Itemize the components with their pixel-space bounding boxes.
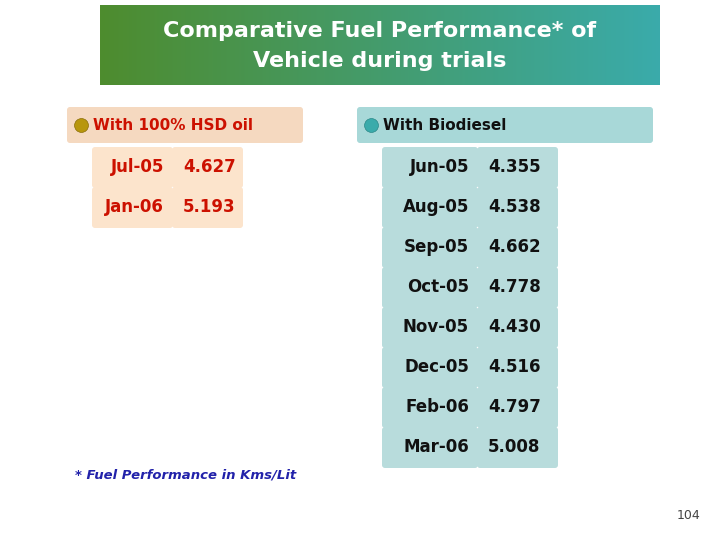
FancyBboxPatch shape xyxy=(357,107,653,143)
Text: Nov-05: Nov-05 xyxy=(403,319,469,336)
Text: Jul-05: Jul-05 xyxy=(111,159,164,177)
Text: With Biodiesel: With Biodiesel xyxy=(383,118,506,132)
Text: * Fuel Performance in Kms/Lit: * Fuel Performance in Kms/Lit xyxy=(75,469,296,482)
FancyBboxPatch shape xyxy=(382,307,478,348)
FancyBboxPatch shape xyxy=(172,187,243,228)
Text: Vehicle during trials: Vehicle during trials xyxy=(253,51,507,71)
Text: Mar-06: Mar-06 xyxy=(403,438,469,456)
Text: 5.193: 5.193 xyxy=(183,199,235,217)
FancyBboxPatch shape xyxy=(477,147,558,188)
Text: Sep-05: Sep-05 xyxy=(404,239,469,256)
Text: Feb-06: Feb-06 xyxy=(405,399,469,416)
FancyBboxPatch shape xyxy=(172,147,243,188)
Text: 5.008: 5.008 xyxy=(488,438,541,456)
Text: Dec-05: Dec-05 xyxy=(404,359,469,376)
Text: 4.355: 4.355 xyxy=(488,159,541,177)
Text: 104: 104 xyxy=(676,509,700,522)
FancyBboxPatch shape xyxy=(382,387,478,428)
FancyBboxPatch shape xyxy=(477,227,558,268)
FancyBboxPatch shape xyxy=(92,147,173,188)
Text: 4.516: 4.516 xyxy=(488,359,541,376)
Text: 4.778: 4.778 xyxy=(488,279,541,296)
FancyBboxPatch shape xyxy=(67,107,303,143)
Text: 4.662: 4.662 xyxy=(488,239,541,256)
FancyBboxPatch shape xyxy=(382,227,478,268)
FancyBboxPatch shape xyxy=(382,267,478,308)
Text: Oct-05: Oct-05 xyxy=(407,279,469,296)
Text: Jan-06: Jan-06 xyxy=(105,199,164,217)
Text: 4.627: 4.627 xyxy=(183,159,235,177)
FancyBboxPatch shape xyxy=(92,187,173,228)
FancyBboxPatch shape xyxy=(477,387,558,428)
Text: Jun-05: Jun-05 xyxy=(410,159,469,177)
FancyBboxPatch shape xyxy=(477,347,558,388)
Text: Comparative Fuel Performance* of: Comparative Fuel Performance* of xyxy=(163,22,597,42)
Text: Aug-05: Aug-05 xyxy=(402,199,469,217)
Text: 4.797: 4.797 xyxy=(488,399,541,416)
FancyBboxPatch shape xyxy=(382,347,478,388)
FancyBboxPatch shape xyxy=(477,307,558,348)
FancyBboxPatch shape xyxy=(477,187,558,228)
FancyBboxPatch shape xyxy=(382,187,478,228)
FancyBboxPatch shape xyxy=(477,427,558,468)
FancyBboxPatch shape xyxy=(477,267,558,308)
FancyBboxPatch shape xyxy=(382,427,478,468)
Text: With 100% HSD oil: With 100% HSD oil xyxy=(93,118,253,132)
FancyBboxPatch shape xyxy=(382,147,478,188)
Text: 4.430: 4.430 xyxy=(488,319,541,336)
Text: 4.538: 4.538 xyxy=(488,199,541,217)
